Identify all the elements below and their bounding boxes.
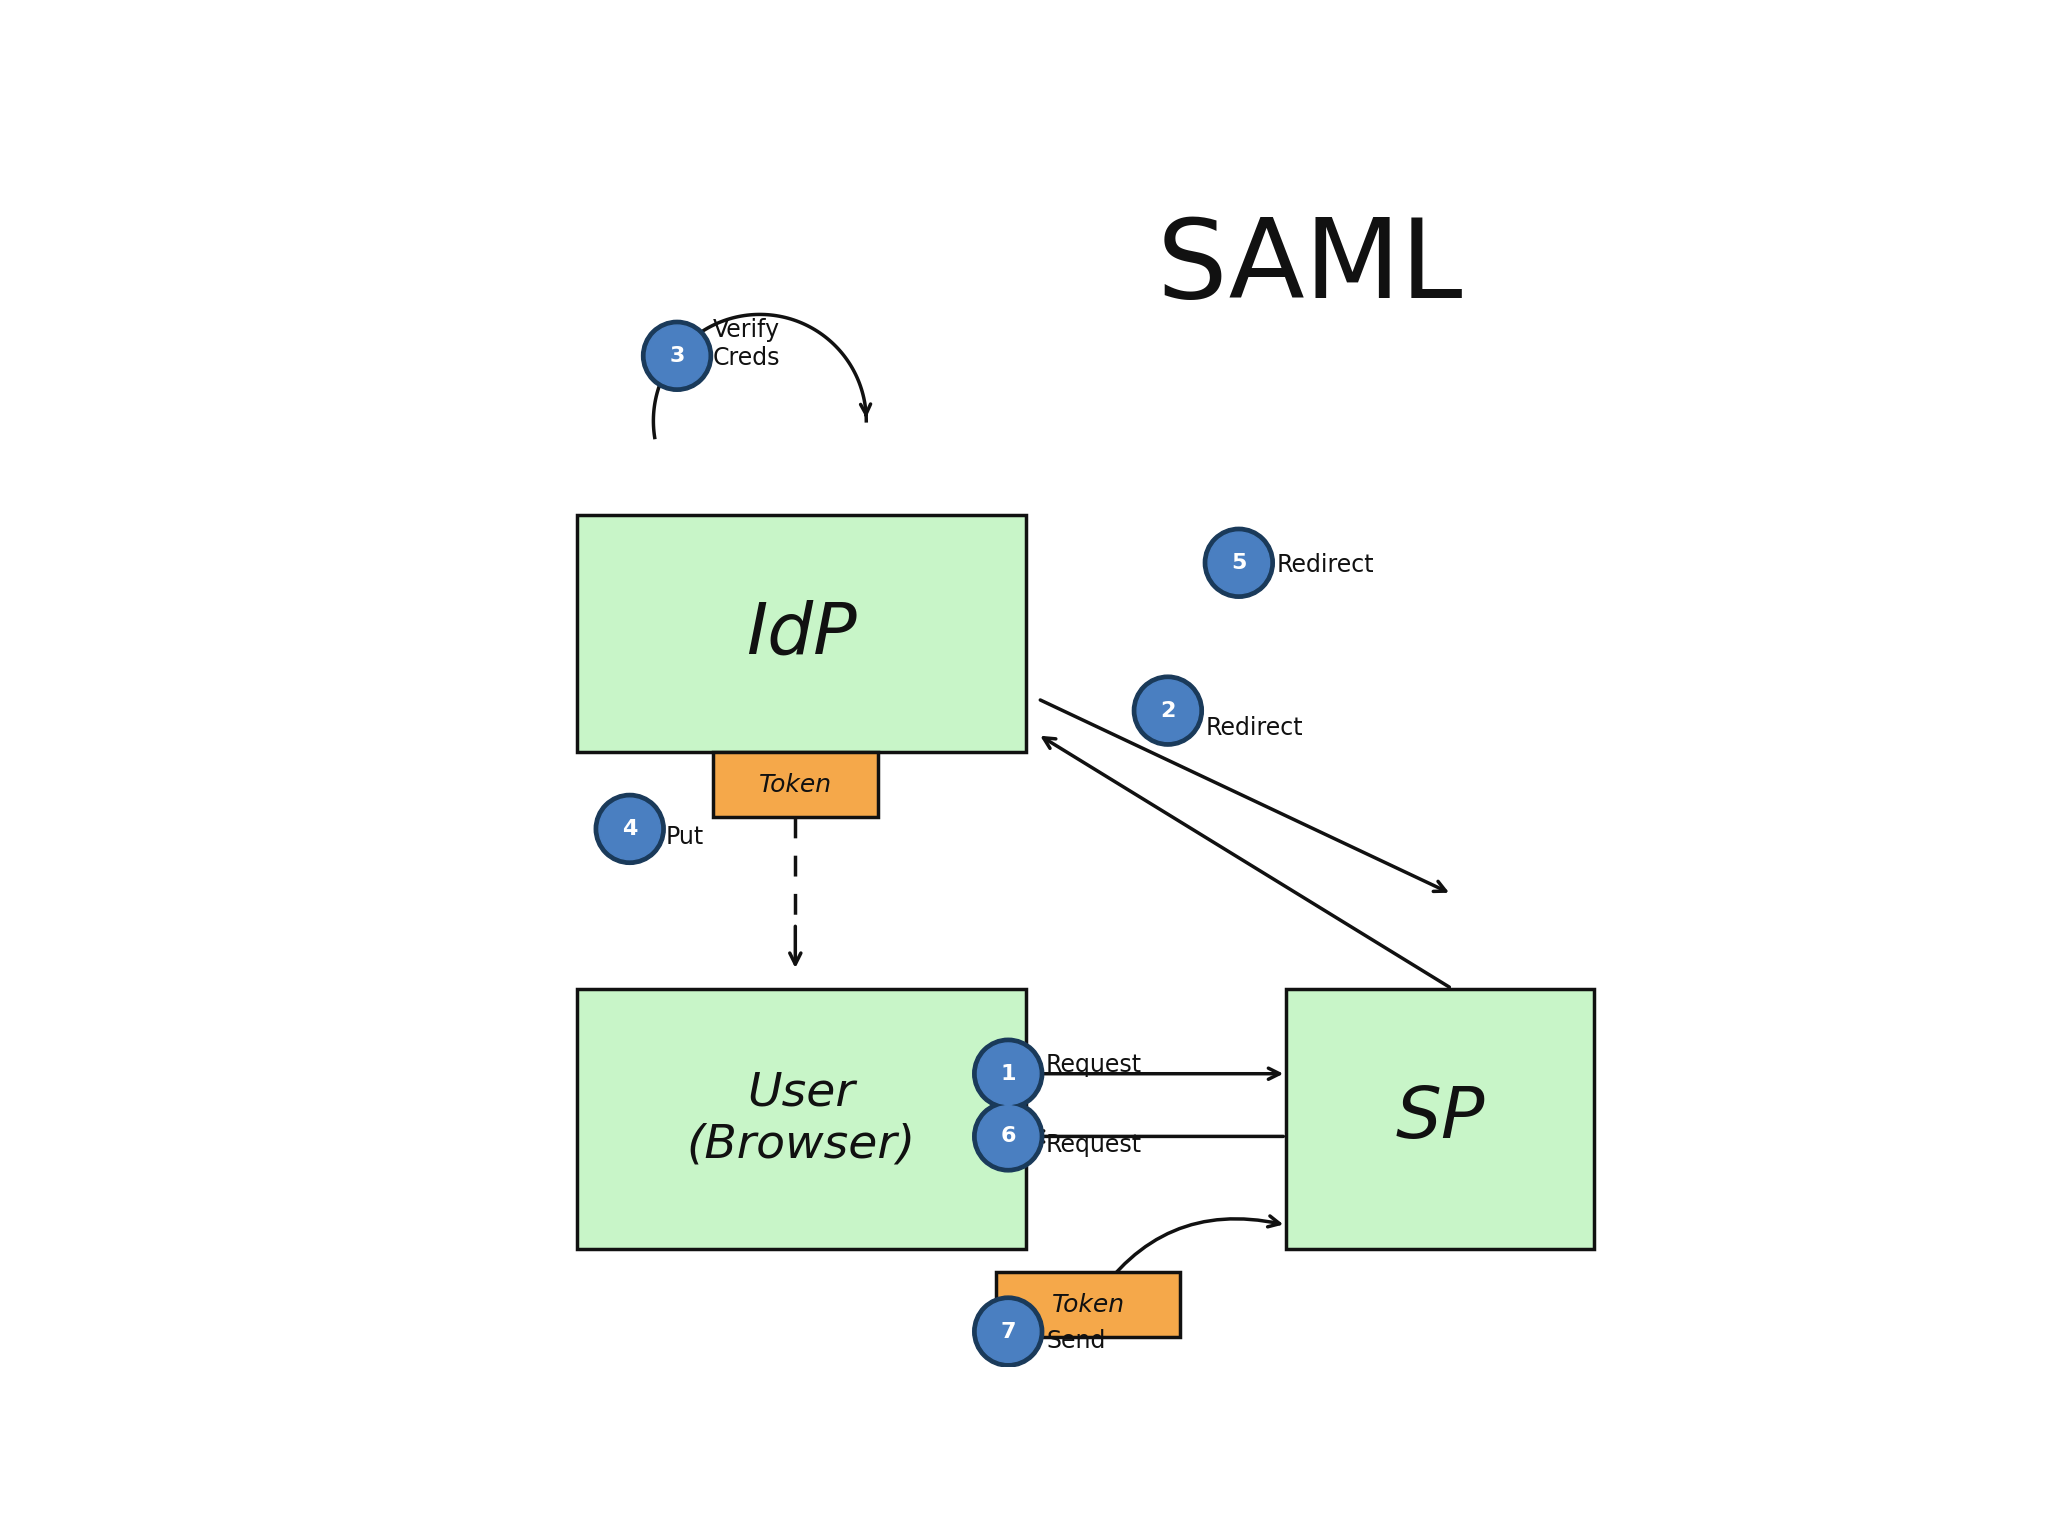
Text: Request: Request <box>1047 1054 1143 1077</box>
Text: 2: 2 <box>1159 700 1176 720</box>
Text: 4: 4 <box>623 819 637 839</box>
Text: User
(Browser): User (Browser) <box>686 1071 915 1167</box>
Text: Token: Token <box>758 773 831 797</box>
Circle shape <box>1137 680 1198 742</box>
Circle shape <box>598 799 662 860</box>
Circle shape <box>1133 676 1204 746</box>
Text: SAML: SAML <box>1157 214 1462 321</box>
Text: 5: 5 <box>1231 553 1247 573</box>
Text: Put: Put <box>666 825 702 849</box>
Circle shape <box>977 1301 1038 1362</box>
Circle shape <box>973 1101 1044 1172</box>
Text: Send: Send <box>1047 1329 1106 1353</box>
Text: Redirect: Redirect <box>1206 716 1303 740</box>
FancyBboxPatch shape <box>578 516 1026 753</box>
Text: 7: 7 <box>1001 1321 1016 1341</box>
Text: 6: 6 <box>1001 1126 1016 1146</box>
Text: SP: SP <box>1395 1084 1485 1154</box>
Text: Token: Token <box>1051 1293 1124 1316</box>
Circle shape <box>973 1296 1044 1367</box>
Text: 1: 1 <box>1001 1064 1016 1084</box>
Circle shape <box>977 1106 1038 1167</box>
Text: Verify
Creds: Verify Creds <box>713 318 780 370</box>
Circle shape <box>641 321 713 392</box>
Text: Request: Request <box>1047 1132 1143 1157</box>
Text: 3: 3 <box>670 346 684 366</box>
FancyBboxPatch shape <box>578 989 1026 1249</box>
Circle shape <box>1208 531 1270 593</box>
Circle shape <box>1204 527 1274 598</box>
Circle shape <box>973 1038 1044 1109</box>
Circle shape <box>594 794 666 865</box>
Text: IdP: IdP <box>745 599 856 668</box>
FancyBboxPatch shape <box>997 1272 1180 1338</box>
FancyBboxPatch shape <box>1286 989 1593 1249</box>
Circle shape <box>647 326 709 387</box>
Circle shape <box>977 1043 1038 1104</box>
FancyBboxPatch shape <box>713 753 879 817</box>
Text: Redirect: Redirect <box>1276 553 1374 578</box>
